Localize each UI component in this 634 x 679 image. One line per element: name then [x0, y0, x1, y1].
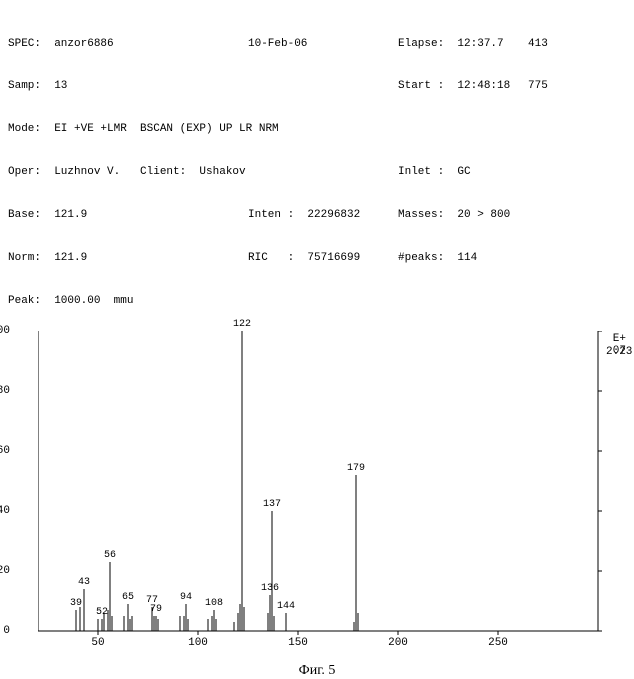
spec-field: SPEC: anzor6886 [8, 37, 248, 51]
x-tick-label: 200 [388, 637, 408, 649]
metadata-header: SPEC: anzor6886 10-Feb-06 Elapse: 12:37.… [8, 8, 626, 323]
peak-label: 43 [78, 577, 90, 588]
samp-field: Samp: 13 [8, 79, 248, 93]
x-tick-label: 150 [288, 637, 308, 649]
masses-field: Masses: 20 > 800 [398, 208, 528, 222]
figure-caption: Фиг. 5 [8, 663, 626, 679]
peak-label: 79 [150, 604, 162, 615]
x-tick-label: 250 [488, 637, 508, 649]
start-field: Start : 12:48:18 [398, 79, 528, 93]
peak-label: 94 [180, 592, 192, 603]
y-tick-label: 60 [0, 445, 10, 457]
peak-label: 179 [347, 463, 365, 474]
x-tick-label: 100 [188, 637, 208, 649]
date-field: 10-Feb-06 [248, 37, 398, 51]
peak-label: 137 [263, 499, 281, 510]
peak-label: 122 [233, 319, 251, 330]
elapse-num: 413 [528, 37, 588, 51]
y-tick-label: 40 [0, 505, 10, 517]
elapse-field: Elapse: 12:37.7 [398, 37, 528, 51]
start-num: 775 [528, 79, 588, 93]
inlet-field: Inlet : GC [398, 165, 528, 179]
peak-label: 108 [205, 598, 223, 609]
peaks-count-field: #peaks: 114 [398, 251, 528, 265]
mode-field: Mode: EI +VE +LMR BSCAN (EXP) UP LR NRM [8, 122, 279, 136]
side-label: 2.23 [606, 346, 632, 358]
peak-label: 136 [261, 583, 279, 594]
peak-label: 56 [104, 550, 116, 561]
peak-label: 52 [96, 607, 108, 618]
peak-label: 39 [70, 598, 82, 609]
spectrum-chart: 020406080100 50100150200250 394352566577… [38, 331, 626, 641]
peak-label: 65 [122, 592, 134, 603]
norm-field: Norm: 121.9 [8, 251, 248, 265]
oper-field: Oper: Luzhnov V. Client: Ushakov [8, 165, 398, 179]
peak-label: 144 [277, 601, 295, 612]
y-tick-label: 80 [0, 385, 10, 397]
x-tick-label: 50 [91, 637, 104, 649]
y-tick-label: 100 [0, 325, 10, 337]
y-tick-label: 0 [3, 625, 10, 637]
ric-field: RIC : 75716699 [248, 251, 398, 265]
peak-field: Peak: 1000.00 mmu [8, 294, 133, 308]
base-field: Base: 121.9 [8, 208, 248, 222]
inten-field: Inten : 22296832 [248, 208, 398, 222]
y-tick-label: 20 [0, 565, 10, 577]
